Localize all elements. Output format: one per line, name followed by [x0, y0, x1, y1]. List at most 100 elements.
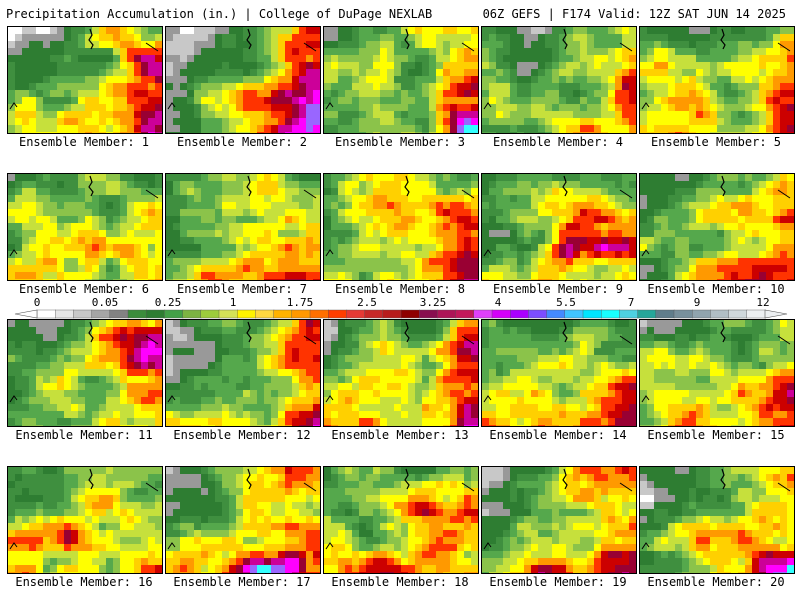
- member-map-5: [639, 26, 795, 134]
- coastline: [404, 468, 410, 490]
- member-label-16: Ensemble Member: 16: [15, 575, 153, 589]
- member-label-5: Ensemble Member: 5: [650, 135, 782, 149]
- precip-field: [8, 320, 162, 426]
- coastline: [619, 189, 633, 199]
- coastline: [562, 175, 568, 197]
- precip-field: [482, 467, 636, 573]
- member-map-20: [639, 466, 795, 574]
- precip-field: [640, 467, 794, 573]
- member-map-13: [323, 319, 479, 427]
- coastline: [325, 249, 334, 257]
- member-map-14: [481, 319, 637, 427]
- colorbar-swatch: [273, 309, 293, 319]
- colorbar-swatch: [127, 309, 147, 319]
- coastline: [9, 395, 18, 403]
- member-label-3: Ensemble Member: 3: [334, 135, 466, 149]
- member-label-1: Ensemble Member: 1: [18, 135, 150, 149]
- colorbar-swatch: [309, 309, 329, 319]
- member-label-20: Ensemble Member: 20: [647, 575, 785, 589]
- colorbar-max-arrow: [764, 309, 788, 319]
- colorbar-swatch: [491, 309, 511, 319]
- member-label-9: Ensemble Member: 9: [492, 282, 624, 296]
- coastline: [9, 102, 18, 110]
- member-label-17: Ensemble Member: 17: [173, 575, 311, 589]
- coastline: [9, 249, 18, 257]
- coastline: [619, 42, 633, 52]
- member-map-2: [165, 26, 321, 134]
- coastline: [720, 28, 726, 50]
- colorbar-tick-label: 1: [229, 296, 237, 309]
- colorbar-swatch: [728, 309, 748, 319]
- member-map-18: [323, 466, 479, 574]
- member-label-4: Ensemble Member: 4: [492, 135, 624, 149]
- coastline: [720, 468, 726, 490]
- coastline: [325, 395, 334, 403]
- member-map-10: [639, 173, 795, 281]
- member-label-14: Ensemble Member: 14: [489, 428, 627, 442]
- member-map-11: [7, 319, 163, 427]
- colorbar-tick-label: 0.25: [154, 296, 182, 309]
- chart-title: Precipitation Accumulation (in.) | Colle…: [6, 7, 433, 21]
- colorbar-swatch: [328, 309, 348, 319]
- precip-field: [166, 174, 320, 280]
- precip-field: [8, 467, 162, 573]
- precip-field: [640, 174, 794, 280]
- colorbar-swatch: [437, 309, 457, 319]
- colorbar-swatch: [346, 309, 366, 319]
- coastline: [88, 175, 94, 197]
- precip-field: [324, 320, 478, 426]
- coastline: [303, 335, 317, 345]
- member-label-19: Ensemble Member: 19: [489, 575, 627, 589]
- coastline: [461, 189, 475, 199]
- colorbar-swatch: [673, 309, 693, 319]
- coastline: [619, 482, 633, 492]
- coastline: [562, 468, 568, 490]
- precip-field: [482, 27, 636, 133]
- colorbar-swatch: [655, 309, 675, 319]
- colorbar-swatch: [36, 309, 56, 319]
- coastline: [88, 468, 94, 490]
- member-map-15: [639, 319, 795, 427]
- colorbar: 0 0.05 0.25 1 1.75 2.5 3.25 4 5.5 7 9 12: [0, 296, 800, 320]
- coastline: [167, 542, 176, 550]
- coastline: [246, 28, 252, 50]
- member-label-15: Ensemble Member: 15: [647, 428, 785, 442]
- member-label-10: Ensemble Member: 10: [647, 282, 785, 296]
- coastline: [641, 102, 650, 110]
- colorbar-swatch: [218, 309, 238, 319]
- member-map-19: [481, 466, 637, 574]
- colorbar-swatch: [601, 309, 621, 319]
- colorbar-swatch: [255, 309, 275, 319]
- member-map-1: [7, 26, 163, 134]
- colorbar-swatch: [364, 309, 384, 319]
- member-map-16: [7, 466, 163, 574]
- coastline: [167, 395, 176, 403]
- coastline: [246, 175, 252, 197]
- colorbar-swatch: [419, 309, 439, 319]
- coastline: [562, 321, 568, 343]
- coastline: [641, 249, 650, 257]
- precip-field: [324, 27, 478, 133]
- coastline: [303, 42, 317, 52]
- precip-field: [324, 174, 478, 280]
- colorbar-swatch: [200, 309, 220, 319]
- member-map-17: [165, 466, 321, 574]
- coastline: [461, 335, 475, 345]
- precip-field: [166, 467, 320, 573]
- coastline: [641, 542, 650, 550]
- colorbar-swatch: [291, 309, 311, 319]
- coastline: [325, 102, 334, 110]
- coastline: [404, 321, 410, 343]
- colorbar-swatch: [619, 309, 639, 319]
- precip-field: [640, 320, 794, 426]
- coastline: [325, 542, 334, 550]
- colorbar-swatch: [510, 309, 530, 319]
- colorbar-swatch: [528, 309, 548, 319]
- precip-field: [8, 27, 162, 133]
- colorbar-swatch: [55, 309, 75, 319]
- member-map-9: [481, 173, 637, 281]
- coastline: [641, 395, 650, 403]
- precip-field: [8, 174, 162, 280]
- coastline: [88, 321, 94, 343]
- coastline: [562, 28, 568, 50]
